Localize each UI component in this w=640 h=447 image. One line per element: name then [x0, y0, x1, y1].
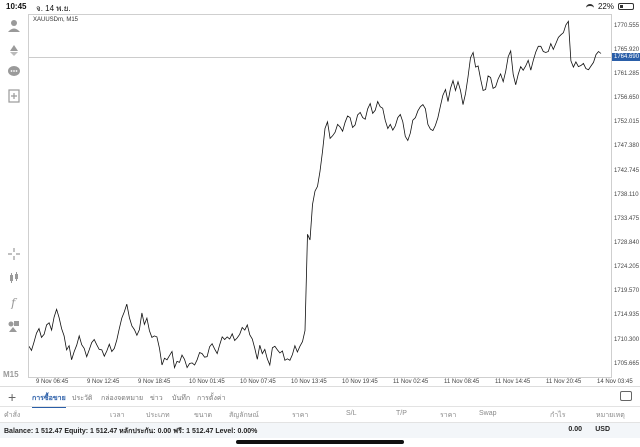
col-type: ประเภท: [146, 412, 170, 419]
balance-row: Balance: 1 512.47 Equity: 1 512.47 หลักป…: [0, 422, 640, 438]
col-symbol: สัญลักษณ์: [229, 412, 259, 419]
price-tick-label: 1710.300: [614, 336, 640, 343]
left-toolbar: f M15: [0, 14, 28, 386]
chart-area[interactable]: XAUUSDm, M15 1770.555 1765.920 1761.285 175…: [28, 14, 640, 386]
tab-settings[interactable]: การตั้งค่า: [197, 395, 226, 402]
svg-text:f: f: [10, 296, 18, 309]
balance-currency: USD: [595, 426, 610, 433]
price-tick-label: 1738.110: [614, 191, 639, 198]
time-tick-label: 10 Nov 13:45: [291, 379, 327, 385]
price-tick-label: 1714.935: [614, 312, 640, 319]
indicator-icon[interactable]: f: [4, 294, 24, 310]
price-tick-label: 1770.555: [614, 22, 640, 29]
price-series-line: [29, 20, 602, 370]
crosshair-icon[interactable]: [4, 246, 24, 262]
balance-summary: Balance: 1 512.47 Equity: 1 512.47 หลักป…: [4, 428, 258, 435]
chart-frame[interactable]: XAUUSDm, M15: [28, 14, 612, 378]
tab-history[interactable]: ประวัติ: [72, 395, 93, 402]
col-current-price: ราคา: [440, 412, 457, 419]
status-time: 10:45: [6, 2, 27, 11]
time-tick-label: 9 Nov 06:45: [36, 379, 69, 385]
battery-icon: [618, 3, 634, 10]
col-comment: หมายเหตุ: [596, 412, 625, 419]
price-tick-label: 1728.840: [614, 239, 640, 246]
price-tick-label: 1733.475: [614, 215, 640, 222]
col-sl: S/L: [346, 410, 357, 417]
price-tick-label: 1765.920: [614, 46, 640, 53]
price-tick-label: 1756.650: [614, 95, 640, 102]
time-tick-label: 10 Nov 07:45: [240, 379, 276, 385]
add-page-icon[interactable]: [4, 88, 24, 104]
objects-icon[interactable]: [4, 318, 24, 334]
price-tick-label: 1747.380: [614, 143, 640, 150]
home-indicator[interactable]: [236, 440, 404, 444]
col-tp: T/P: [396, 410, 407, 417]
time-tick-label: 11 Nov 14:45: [495, 379, 531, 385]
status-bar: 10:45 จ. 14 พ.ย. 22%: [0, 0, 640, 14]
time-tick-label: 9 Nov 12:45: [87, 379, 120, 385]
time-tick-label: 10 Nov 19:45: [342, 379, 378, 385]
col-volume: ขนาด: [194, 412, 213, 419]
col-time: เวลา: [110, 412, 125, 419]
bottom-tabs: + การซื้อขาย ประวัติ กล่องจดหมาย ข่าว บั…: [0, 386, 640, 408]
price-tick-label: 1742.745: [614, 167, 640, 174]
col-price: ราคา: [292, 412, 309, 419]
time-tick-label: 10 Nov 01:45: [189, 379, 225, 385]
time-tick-label: 11 Nov 20:45: [546, 379, 582, 385]
chat-icon[interactable]: [4, 64, 24, 80]
add-icon[interactable]: +: [8, 389, 17, 405]
candle-type-icon[interactable]: [4, 270, 24, 286]
wifi-icon: [585, 3, 594, 10]
chart-symbol-title: XAUUSDm, M15: [33, 17, 79, 23]
time-tick-label: 11 Nov 02:45: [393, 379, 429, 385]
price-tick-label: 1761.285: [614, 70, 640, 77]
col-profit: กำไร: [550, 412, 566, 419]
battery-percent: 22%: [597, 2, 614, 11]
time-tick-label: 11 Nov 08:45: [444, 379, 480, 385]
price-tick-label: 1752.015: [614, 119, 640, 126]
col-swap: Swap: [479, 410, 497, 417]
price-chart[interactable]: [29, 15, 611, 377]
battery-level: [620, 5, 623, 8]
time-tick-label: 9 Nov 18:45: [138, 379, 171, 385]
timeframe-label[interactable]: M15: [3, 370, 19, 379]
price-tick-label: 1724.205: [614, 264, 640, 271]
orders-table-header: คำสั่ง เวลา ประเภท ขนาด สัญลักษณ์ ราคา S…: [0, 406, 640, 422]
tab-news[interactable]: ข่าว: [150, 395, 163, 402]
trade-icon[interactable]: [4, 42, 24, 58]
balance-total: 0.00: [568, 426, 582, 433]
status-date: จ. 14 พ.ย.: [36, 4, 71, 13]
price-tick-label: 1705.665: [614, 360, 640, 367]
col-order: คำสั่ง: [4, 412, 21, 419]
tab-trade[interactable]: การซื้อขาย: [32, 393, 66, 408]
tab-journal[interactable]: บันทึก: [172, 395, 191, 402]
person-icon[interactable]: [4, 18, 24, 34]
export-icon[interactable]: [620, 391, 632, 401]
current-price-label: 1764.690: [612, 53, 640, 62]
price-tick-label: 1719.570: [614, 288, 640, 295]
time-tick-label: 14 Nov 03:45: [597, 379, 633, 385]
status-right: 22%: [585, 2, 634, 11]
tab-mailbox[interactable]: กล่องจดหมาย: [101, 395, 144, 402]
